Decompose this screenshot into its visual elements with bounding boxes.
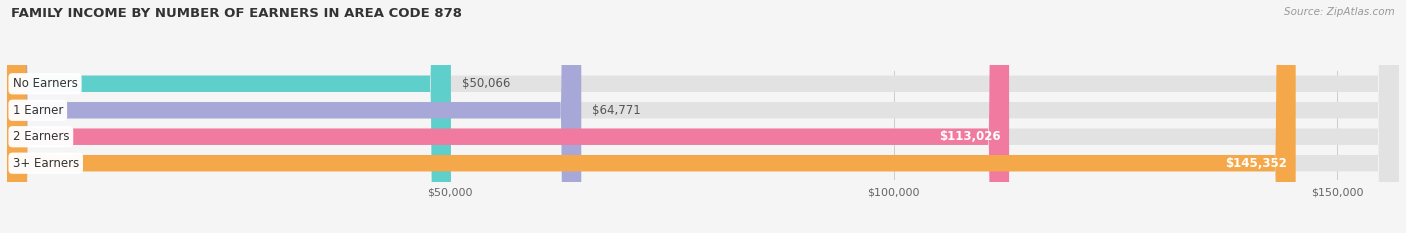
Text: $113,026: $113,026 — [939, 130, 1001, 143]
FancyBboxPatch shape — [7, 0, 451, 233]
Text: Source: ZipAtlas.com: Source: ZipAtlas.com — [1284, 7, 1395, 17]
Text: $64,771: $64,771 — [592, 104, 641, 117]
FancyBboxPatch shape — [7, 0, 1399, 233]
Text: $145,352: $145,352 — [1226, 157, 1288, 170]
Text: $50,066: $50,066 — [463, 77, 510, 90]
Text: No Earners: No Earners — [13, 77, 77, 90]
FancyBboxPatch shape — [7, 0, 1010, 233]
FancyBboxPatch shape — [7, 0, 1399, 233]
Text: 3+ Earners: 3+ Earners — [13, 157, 79, 170]
Text: FAMILY INCOME BY NUMBER OF EARNERS IN AREA CODE 878: FAMILY INCOME BY NUMBER OF EARNERS IN AR… — [11, 7, 463, 20]
FancyBboxPatch shape — [7, 0, 1399, 233]
FancyBboxPatch shape — [7, 0, 581, 233]
Text: 2 Earners: 2 Earners — [13, 130, 69, 143]
FancyBboxPatch shape — [7, 0, 1296, 233]
Text: 1 Earner: 1 Earner — [13, 104, 63, 117]
FancyBboxPatch shape — [7, 0, 1399, 233]
